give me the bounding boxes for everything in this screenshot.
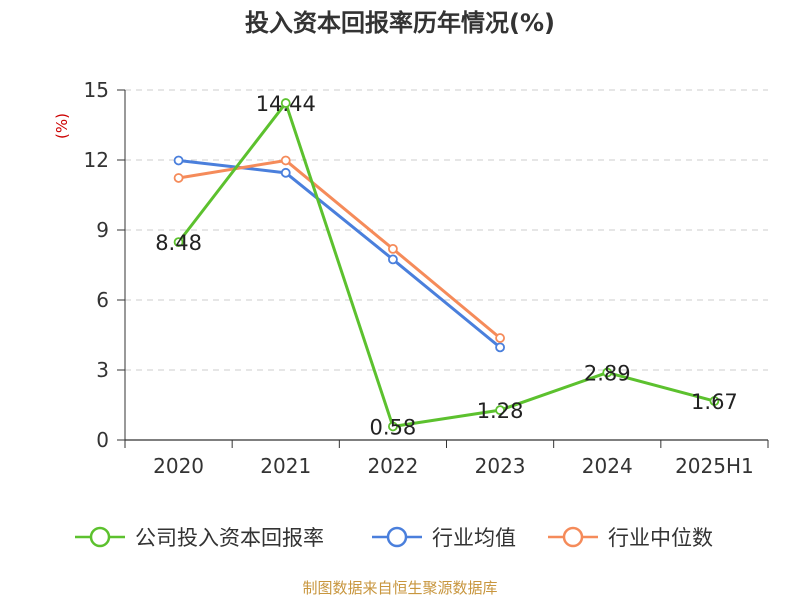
series-layer [173, 98, 720, 432]
series-point-0 [173, 237, 184, 248]
series-point-0 [602, 367, 613, 378]
series-point-2 [173, 173, 184, 183]
series-point-0 [280, 98, 291, 108]
series-point-1 [280, 167, 291, 178]
legend-item-1[interactable]: 行业均值 [372, 526, 516, 550]
legend-label: 公司投入资本回报率 [135, 526, 324, 550]
data-source-note: 制图数据来自恒生聚源数据库 [302, 579, 497, 597]
series-point-2 [280, 155, 291, 166]
data-label: 1.28 [477, 399, 524, 423]
x-tick-label: 2021 [260, 454, 311, 478]
y-tick-label: 12 [84, 148, 109, 172]
legend-item-2[interactable]: 行业中位数 [548, 526, 713, 550]
series-point-1 [388, 254, 398, 265]
legend-marker-icon [89, 526, 111, 548]
y-axis-unit: (%) [53, 113, 71, 139]
legend-label: 行业均值 [432, 526, 516, 550]
series-line-1 [178, 158, 502, 349]
legend-marker-icon [562, 526, 584, 548]
series-point-0 [709, 396, 720, 406]
y-tick-label: 9 [96, 218, 109, 242]
y-tick-label: 15 [84, 78, 109, 102]
x-tick-label: 2024 [582, 454, 633, 478]
series-point-0 [388, 421, 398, 432]
data-label: 8.48 [155, 231, 202, 255]
series-point-1 [173, 155, 184, 166]
x-tick-label: 2020 [153, 454, 204, 478]
x-tick-label: 2023 [475, 454, 526, 478]
data-label: 1.67 [691, 390, 738, 414]
y-tick-label: 3 [96, 358, 109, 382]
x-tick-label: 2025H1 [675, 454, 754, 478]
grid-lines [125, 89, 768, 371]
data-labels: 8.48 14.44 0.58 1.28 2.89 1.67 [155, 92, 738, 439]
legend-label: 行业中位数 [608, 526, 713, 550]
chart-title: 投入资本回报率历年情况(%) [245, 9, 555, 37]
data-label: 0.58 [370, 415, 417, 439]
legend[interactable]: 公司投入资本回报率 行业均值 行业中位数 [75, 526, 713, 550]
series-line-0 [177, 101, 715, 428]
series-point-2 [388, 243, 398, 254]
series-point-1 [495, 342, 505, 353]
series-line-2 [178, 158, 502, 340]
legend-marker-icon [386, 526, 408, 548]
data-label: 14.44 [256, 92, 316, 116]
y-tick-label: 0 [96, 428, 109, 452]
x-tick-label: 2022 [367, 454, 418, 478]
series-point-0 [495, 405, 505, 416]
legend-item-0[interactable]: 公司投入资本回报率 [75, 526, 324, 550]
data-label: 2.89 [584, 362, 631, 386]
y-tick-label: 6 [96, 288, 109, 312]
axes: 0 3 6 9 12 15 2020 2021 2022 2023 2024 2025H1 [84, 78, 769, 478]
series-point-2 [495, 333, 505, 343]
